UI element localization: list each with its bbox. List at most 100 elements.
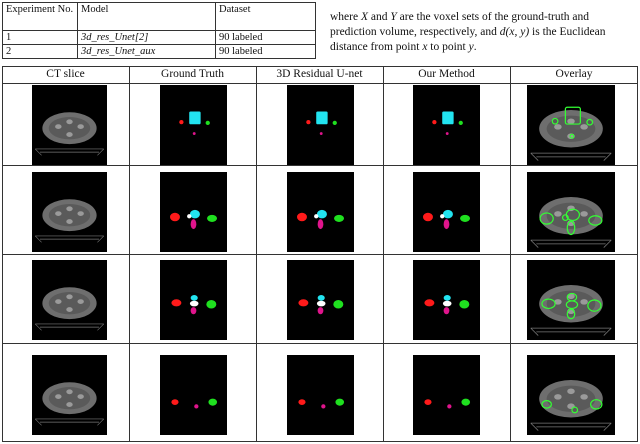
row-divider xyxy=(2,165,638,166)
green-organ-mark xyxy=(590,399,603,410)
magenta-organ-mark xyxy=(566,220,576,236)
ct-body-interior xyxy=(546,202,596,229)
cyan-organ-mark xyxy=(317,295,325,301)
figure-image-cell xyxy=(287,85,354,165)
red-organ-mark xyxy=(171,399,179,405)
cell-dataset: 90 labeled xyxy=(215,30,316,45)
ct-bone-mark xyxy=(77,124,84,129)
figure-image-cell xyxy=(527,355,615,435)
ct-bone-mark xyxy=(567,118,575,125)
column-title-ct-slice: CT slice xyxy=(46,68,85,80)
figure-image-cell xyxy=(160,355,227,435)
cyan-organ-mark xyxy=(442,111,454,125)
ct-bone-mark xyxy=(77,211,84,216)
white-organ-mark xyxy=(565,300,579,310)
figure-header xyxy=(2,66,638,84)
red-organ-mark xyxy=(298,299,309,307)
column-title-residual-unet: 3D Residual U-net xyxy=(276,68,363,80)
cell-dataset: 90 labeled xyxy=(215,44,316,59)
cyan-organ-mark xyxy=(442,209,453,219)
cyan-organ-mark xyxy=(189,111,201,125)
ct-body-interior xyxy=(48,117,91,140)
figure-image-cell xyxy=(32,172,107,252)
segmentation-figure: CT slice Ground Truth 3D Residual U-net … xyxy=(2,66,638,442)
green-organ-mark xyxy=(459,300,470,309)
figure-image-cell xyxy=(527,260,615,340)
red-organ-mark xyxy=(541,298,556,310)
ct-bone-mark xyxy=(567,403,575,410)
column-title-ground-truth: Ground Truth xyxy=(161,68,224,80)
ct-bone-mark xyxy=(66,307,73,312)
figure-image-cell xyxy=(527,172,615,252)
ct-table-line xyxy=(530,327,612,336)
cell-exp-no: 2 xyxy=(2,44,78,59)
red-organ-mark xyxy=(551,117,559,125)
white-organ-mark xyxy=(442,300,452,307)
green-organ-mark xyxy=(458,120,463,125)
figure-image-cell xyxy=(413,172,480,252)
red-organ-mark xyxy=(298,399,306,405)
ct-table-line xyxy=(530,239,612,248)
white-organ-mark xyxy=(561,214,569,222)
figure-image-cell xyxy=(287,260,354,340)
white-organ-mark xyxy=(189,300,199,307)
ct-bone-mark xyxy=(77,299,84,304)
green-organ-mark xyxy=(335,398,345,406)
red-organ-mark xyxy=(424,299,435,307)
column-title-overlay: Overlay xyxy=(555,68,593,80)
magenta-organ-mark xyxy=(190,307,197,315)
green-organ-mark xyxy=(333,300,344,309)
figure-image-cell xyxy=(32,355,107,435)
figure-image-cell xyxy=(413,85,480,165)
magenta-organ-mark xyxy=(445,132,449,135)
ct-body-interior xyxy=(546,115,596,142)
cyan-organ-mark xyxy=(316,209,327,219)
ct-body-interior xyxy=(48,204,91,227)
ct-bone-mark xyxy=(66,294,73,300)
ct-bone-mark xyxy=(554,394,562,400)
ct-bone-mark xyxy=(55,394,62,399)
cyan-organ-mark xyxy=(443,295,451,301)
red-organ-mark xyxy=(432,120,437,125)
green-organ-mark xyxy=(332,120,337,125)
ct-bone-mark xyxy=(55,124,62,129)
red-organ-mark xyxy=(306,120,311,125)
cell-exp-no: 1 xyxy=(2,30,78,45)
green-organ-mark xyxy=(206,300,217,309)
paragraph-line-2: prediction volume, respectively, and d(x… xyxy=(330,26,606,38)
figure-image-cell xyxy=(160,85,227,165)
figure-image-cell xyxy=(160,172,227,252)
ct-bone-mark xyxy=(66,132,73,137)
ct-table-line xyxy=(530,422,612,431)
green-organ-mark xyxy=(588,215,603,226)
green-organ-mark xyxy=(460,214,471,222)
magenta-organ-mark xyxy=(571,406,579,414)
table-row: 1 3d_res_Unet[2] 90 labeled xyxy=(2,30,316,45)
magenta-organ-mark xyxy=(194,404,199,409)
green-organ-mark xyxy=(461,398,471,406)
header-dataset: Dataset xyxy=(215,2,316,31)
row-divider xyxy=(2,441,638,442)
ct-body-interior xyxy=(48,387,91,410)
body-paragraph: where X and Y are the voxel sets of the … xyxy=(330,10,640,55)
ct-body-interior xyxy=(48,292,91,315)
green-organ-mark xyxy=(586,118,594,126)
figure-image-cell xyxy=(527,85,615,165)
ct-bone-mark xyxy=(580,211,588,217)
white-organ-mark xyxy=(314,214,319,219)
ct-table-line xyxy=(34,148,105,156)
cell-model: 3d_res_Unet[2] xyxy=(77,30,216,45)
ct-bone-mark xyxy=(554,124,562,130)
green-organ-mark xyxy=(208,398,218,406)
magenta-organ-mark xyxy=(447,404,452,409)
table-row: 2 3d_res_Unet_aux 90 labeled xyxy=(2,44,316,59)
white-organ-mark xyxy=(316,300,326,307)
green-organ-mark xyxy=(587,299,602,312)
cyan-organ-mark xyxy=(564,106,581,125)
figure-image-cell xyxy=(160,260,227,340)
white-organ-mark xyxy=(440,214,445,219)
white-organ-mark xyxy=(187,214,192,219)
paragraph-line-3: distance from point x to point y. xyxy=(330,41,477,53)
ct-bone-mark xyxy=(567,388,575,395)
magenta-organ-mark xyxy=(192,132,196,135)
